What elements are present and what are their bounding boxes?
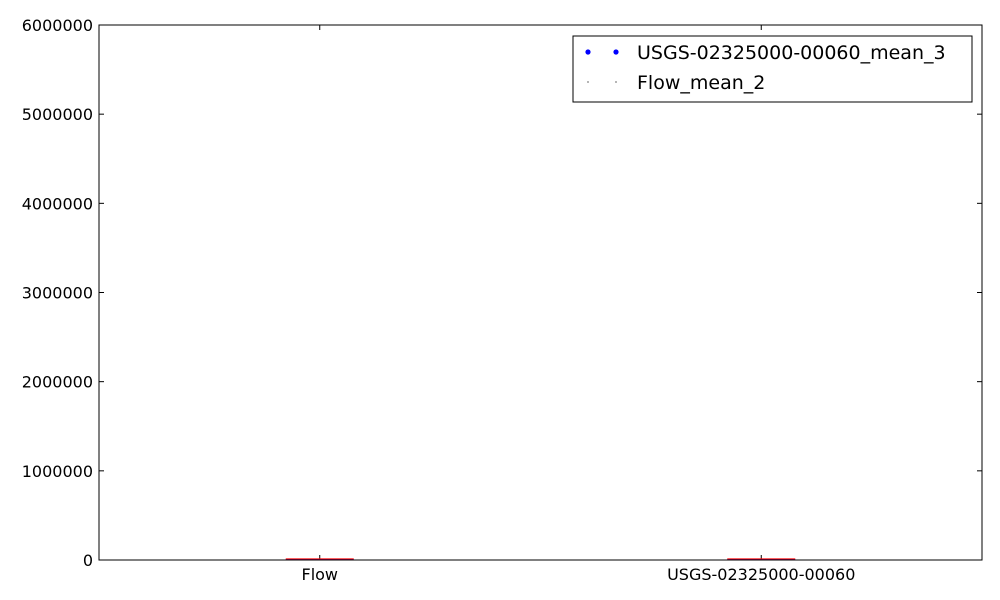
y-tick-label: 0 xyxy=(83,551,93,570)
y-tick-label: 3000000 xyxy=(22,284,93,303)
y-tick-label: 4000000 xyxy=(22,194,93,213)
y-tick-label: 6000000 xyxy=(22,16,93,35)
legend-marker xyxy=(587,81,589,83)
y-tick-label: 5000000 xyxy=(22,105,93,124)
plot-frame xyxy=(98,24,983,561)
x-tick-label: USGS-02325000-00060 xyxy=(667,565,855,584)
legend-label: Flow_mean_2 xyxy=(637,72,765,94)
ticks-group: 0 1000000 2000000 3000000 4000000 5000000 6000… xyxy=(22,16,982,584)
legend-marker xyxy=(615,81,617,83)
legend-label: USGS-02325000-00060_mean_3 xyxy=(637,42,946,64)
legend-marker xyxy=(613,49,619,55)
y-tick-label: 1000000 xyxy=(22,462,93,481)
legend-box xyxy=(572,35,973,103)
legend-marker xyxy=(585,49,591,55)
legend: USGS-02325000-00060_mean_3 Flow_mean_2 xyxy=(572,35,973,103)
y-tick-label: 2000000 xyxy=(22,373,93,392)
x-tick-label: Flow xyxy=(301,565,338,584)
